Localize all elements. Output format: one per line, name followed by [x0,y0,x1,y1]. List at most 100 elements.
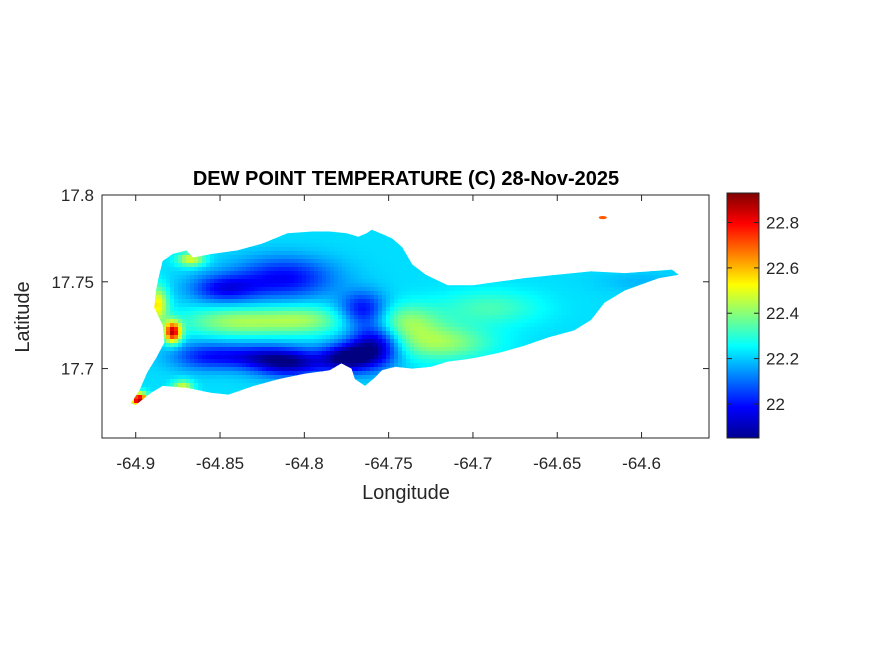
heat-cell [210,311,215,316]
heat-cell [170,303,175,308]
heat-cell [354,347,359,352]
heat-cell [258,371,263,376]
heat-cell [306,275,311,280]
heat-cell [342,267,347,272]
heat-cell [222,359,227,364]
heat-cell [426,351,431,356]
heat-cell [198,303,203,308]
heat-cell [162,291,167,296]
heat-cell [190,351,195,356]
heat-cell [402,319,407,324]
heat-cell [246,383,251,388]
heat-cell [362,235,367,240]
heat-cell [370,347,375,352]
heat-cell [358,263,363,268]
heat-cell [374,343,379,348]
heat-cell [386,295,391,300]
heat-cell [370,311,375,316]
heat-cell [182,291,187,296]
heat-cell [362,311,367,316]
heat-cell [174,331,179,336]
heat-cell [230,327,235,332]
heat-cell [394,259,399,264]
heat-cell [322,319,327,324]
heat-cell [422,323,427,328]
heat-cell [230,295,235,300]
heat-cell [294,323,299,328]
heat-cell [386,335,391,340]
heat-cell [338,291,343,296]
heat-cell [274,239,279,244]
heat-cell [202,259,207,264]
heat-cell [254,303,259,308]
heat-cell [250,287,255,292]
heat-cell [210,271,215,276]
heat-cell [366,279,371,284]
heat-cell [414,287,419,292]
heat-cell [298,371,303,376]
heat-cell [330,255,335,260]
heat-cell [206,291,211,296]
heat-cell [246,343,251,348]
heat-cell [270,239,275,244]
heat-cell [322,235,327,240]
heat-cell [138,395,143,400]
heat-cell [366,319,371,324]
heat-cell [346,311,351,316]
heat-cell [242,363,247,368]
heat-cell [306,251,311,256]
heat-cell [350,311,355,316]
heat-cell [210,363,215,368]
heat-cell [158,371,163,376]
heat-cell [334,291,339,296]
heat-cell [278,235,283,240]
heat-cell [230,287,235,292]
heat-cell [338,267,343,272]
heat-cell [182,287,187,292]
heat-cell [334,247,339,252]
heat-cell [206,383,211,388]
heat-cell [166,279,171,284]
heat-cell [242,267,247,272]
heat-cell [210,355,215,360]
heat-cell [186,251,191,256]
heat-cell [326,327,331,332]
heat-cell [418,347,423,352]
heat-cell [398,327,403,332]
heat-cell [190,363,195,368]
heat-cell [302,271,307,276]
heat-cell [230,263,235,268]
heat-cell [266,303,271,308]
heat-cell [294,367,299,372]
heat-cell [346,319,351,324]
heat-cell [282,255,287,260]
heat-cell [294,283,299,288]
heat-cell [410,339,415,344]
heat-cell [410,291,415,296]
heat-cell [202,263,207,268]
heat-cell [330,299,335,304]
heat-cell [290,331,295,336]
heat-cell [238,311,243,316]
heat-cell [286,271,291,276]
heat-cell [414,267,419,272]
heat-cell [406,263,411,268]
heat-cell [182,355,187,360]
heat-cell [182,311,187,316]
heat-cell [142,387,147,392]
heat-cell [322,331,327,336]
heat-cell [250,247,255,252]
heat-cell [290,347,295,352]
heat-cell [246,367,251,372]
heat-cell [238,371,243,376]
heat-cell [298,315,303,320]
heat-cell [206,359,211,364]
heat-cell [374,355,379,360]
heat-cell [378,271,383,276]
heat-cell [386,263,391,268]
heat-cell [258,303,263,308]
heat-cell [334,267,339,272]
heat-cell [354,295,359,300]
heat-cell [170,355,175,360]
heat-cell [342,315,347,320]
